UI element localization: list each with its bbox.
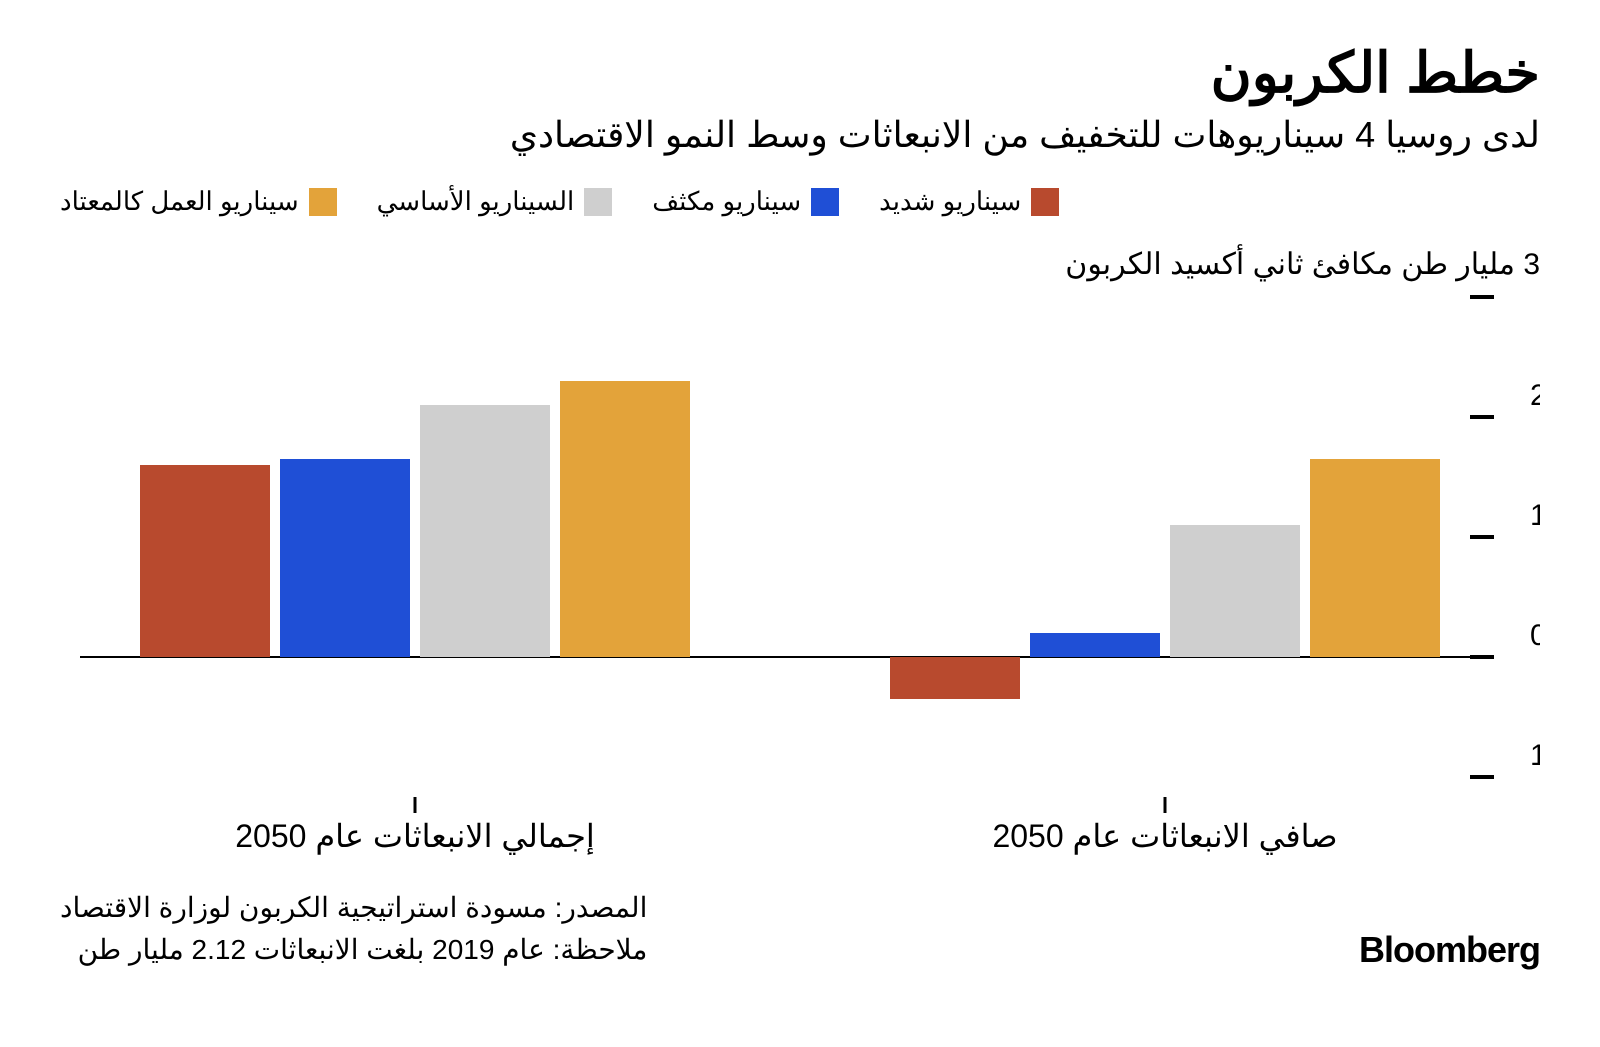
- chart-plot-area: -1 0 1 2 صافي الانبعاثات عام 2050 إجمالي الان…: [60, 287, 1540, 867]
- y-tick-label: 1: [1530, 499, 1540, 532]
- bar: [1170, 525, 1300, 657]
- chart-container: خطط الكربون لدى روسيا 4 سيناريوهات للتخف…: [0, 0, 1600, 1047]
- y-tick-label: 2: [1530, 379, 1540, 412]
- bar: [1310, 459, 1440, 657]
- brand-logo: Bloomberg: [1359, 929, 1540, 971]
- note-text: ملاحظة: عام 2019 بلغت الانبعاثات 2.12 مل…: [60, 929, 647, 971]
- bar: [420, 405, 550, 657]
- chart-subtitle: لدى روسيا 4 سيناريوهات للتخفيف من الانبع…: [60, 114, 1540, 156]
- bar: [140, 465, 270, 657]
- legend-swatch: [1031, 188, 1059, 216]
- legend-item: سيناريو شديد: [879, 186, 1059, 217]
- bar: [890, 657, 1020, 699]
- legend-label: سيناريو مكثف: [652, 186, 801, 217]
- group-label: إجمالي الانبعاثات عام 2050: [235, 818, 595, 856]
- legend-label: سيناريو شديد: [879, 186, 1021, 217]
- bar: [560, 381, 690, 657]
- legend: سيناريو شديد سيناريو مكثف السيناريو الأساس…: [60, 186, 1540, 217]
- legend-item: السيناريو الأساسي: [377, 186, 613, 217]
- bar-chart-svg: -1 0 1 2 صافي الانبعاثات عام 2050 إجمالي الان…: [60, 287, 1540, 867]
- legend-label: السيناريو الأساسي: [377, 186, 575, 217]
- y-axis-top-label: 3 مليار طن مكافئ ثاني أكسيد الكربون: [60, 247, 1540, 282]
- bar: [1030, 633, 1160, 657]
- legend-swatch: [584, 188, 612, 216]
- legend-swatch: [309, 188, 337, 216]
- chart-title: خطط الكربون: [60, 40, 1540, 106]
- legend-swatch: [811, 188, 839, 216]
- chart-footer: Bloomberg المصدر: مسودة استراتيجية الكرب…: [60, 887, 1540, 971]
- group-label: صافي الانبعاثات عام 2050: [992, 818, 1337, 855]
- footer-notes: المصدر: مسودة استراتيجية الكربون لوزارة …: [60, 887, 647, 971]
- y-tick-label: -1: [1530, 739, 1540, 772]
- legend-item: سيناريو العمل كالمعتاد: [60, 186, 337, 217]
- legend-label: سيناريو العمل كالمعتاد: [60, 186, 299, 217]
- legend-item: سيناريو مكثف: [652, 186, 839, 217]
- source-text: المصدر: مسودة استراتيجية الكربون لوزارة …: [60, 887, 647, 929]
- y-tick-label: 0: [1530, 619, 1540, 652]
- bar: [280, 459, 410, 657]
